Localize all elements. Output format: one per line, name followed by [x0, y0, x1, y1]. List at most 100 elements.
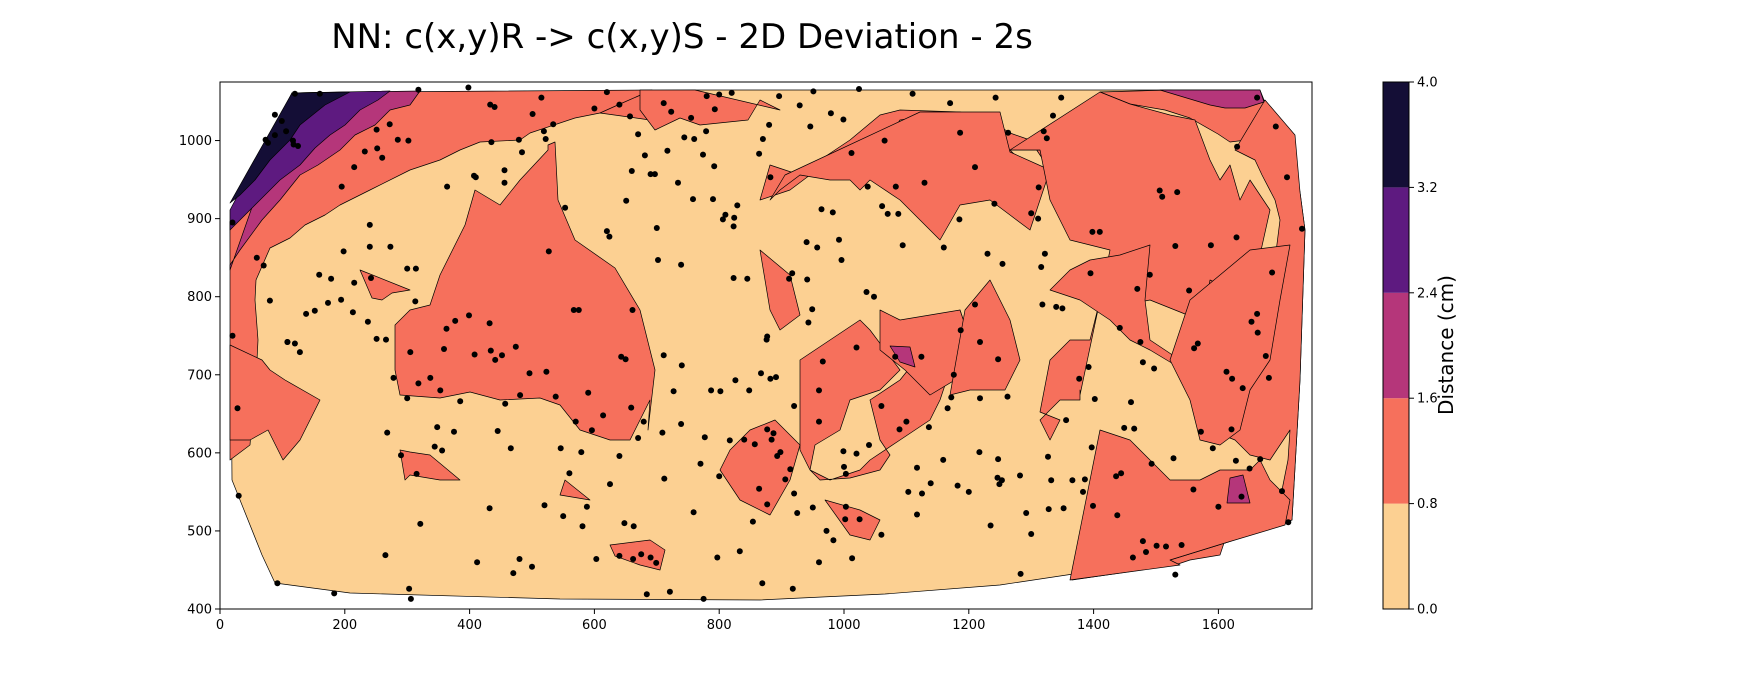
sample-point: [1151, 365, 1158, 372]
sample-point: [746, 387, 753, 394]
sample-point: [466, 312, 472, 319]
sample-point: [621, 520, 628, 527]
sample-point: [766, 121, 773, 128]
sample-point: [972, 301, 978, 308]
sample-point: [816, 418, 822, 425]
sample-point: [1146, 271, 1153, 278]
sample-point: [575, 307, 582, 313]
contour-level-1: [229, 344, 321, 461]
sample-point: [1170, 455, 1177, 462]
sample-point: [791, 490, 798, 497]
sample-point: [368, 275, 374, 281]
sample-point: [439, 447, 446, 454]
sample-point: [325, 299, 331, 306]
sample-point: [836, 236, 842, 243]
sample-point: [1058, 94, 1065, 101]
contour-level-1: [1169, 244, 1291, 446]
sample-point: [807, 123, 814, 130]
sample-point: [789, 270, 796, 277]
sample-point: [994, 474, 1001, 481]
x-tick-label: 1600: [1202, 618, 1235, 633]
sample-point: [655, 257, 661, 263]
sample-point: [848, 150, 855, 156]
sample-point: [271, 111, 278, 118]
sample-point: [1262, 353, 1269, 359]
sample-point: [756, 150, 763, 157]
sample-point: [1040, 128, 1047, 135]
sample-point: [616, 101, 623, 108]
sample-point: [374, 145, 381, 152]
sample-point: [1129, 554, 1136, 561]
sample-point: [660, 100, 667, 107]
sample-point: [1148, 460, 1155, 467]
sample-point: [1059, 305, 1066, 312]
sample-point: [1113, 473, 1120, 480]
colorbar-label: Distance (cm): [1434, 275, 1458, 415]
sample-point: [635, 435, 642, 441]
sample-point: [690, 509, 697, 516]
sample-point: [635, 131, 642, 138]
sample-point: [842, 516, 849, 523]
sample-point: [703, 93, 710, 100]
sample-point: [782, 476, 789, 483]
sample-point: [1041, 250, 1048, 257]
sample-point: [927, 480, 934, 487]
sample-point: [999, 260, 1006, 267]
sample-point: [789, 585, 796, 592]
sample-point: [690, 196, 696, 203]
sample-point: [364, 318, 371, 325]
sample-point: [805, 319, 812, 326]
sample-point: [606, 233, 613, 240]
x-tick-label: 0: [216, 618, 224, 633]
sample-point: [311, 307, 318, 314]
sample-point: [678, 261, 685, 268]
sample-point: [283, 128, 290, 135]
sample-point: [471, 172, 477, 179]
sample-point: [1017, 472, 1023, 479]
sample-point: [838, 257, 845, 263]
sample-point: [570, 307, 577, 313]
sample-point: [977, 395, 983, 402]
chart-title: NN: c(x,y)R -> c(x,y)S - 2D Deviation - …: [331, 17, 1033, 57]
sample-point: [892, 353, 899, 360]
sample-point: [492, 356, 499, 363]
sample-point: [711, 106, 718, 113]
contour-level-1: [609, 539, 666, 571]
sample-point: [995, 356, 1002, 363]
sample-point: [1121, 424, 1128, 431]
sample-point: [540, 128, 547, 135]
sample-point: [714, 554, 721, 561]
sample-point: [892, 183, 899, 190]
sample-point: [550, 121, 557, 128]
x-tick-label: 1000: [827, 618, 860, 633]
sample-point: [386, 121, 393, 128]
sample-point: [274, 580, 281, 587]
sample-point: [884, 210, 891, 217]
sample-point: [404, 395, 411, 402]
sample-point: [628, 168, 635, 174]
sample-point: [710, 196, 716, 203]
sample-point: [591, 105, 598, 112]
sample-point: [407, 595, 414, 602]
sample-point: [471, 351, 478, 358]
sample-point: [1163, 543, 1169, 550]
sample-point: [382, 552, 389, 559]
sample-point: [905, 488, 912, 495]
sample-point: [296, 349, 303, 356]
sample-point: [1143, 549, 1149, 555]
sample-point: [406, 585, 413, 592]
y-axis: 400 500 600 700 800 900 1000: [179, 134, 220, 618]
sample-point: [552, 393, 559, 400]
sample-point: [623, 197, 630, 204]
sample-point: [1116, 324, 1123, 331]
sample-point: [711, 163, 718, 170]
sample-point: [1137, 339, 1144, 345]
sample-point: [899, 242, 906, 249]
sample-point: [510, 570, 517, 577]
sample-point: [1088, 444, 1095, 451]
y-tick-label: 400: [187, 603, 212, 618]
sample-point: [660, 352, 667, 359]
sample-point: [579, 523, 586, 530]
plot-frame: [219, 81, 1313, 610]
